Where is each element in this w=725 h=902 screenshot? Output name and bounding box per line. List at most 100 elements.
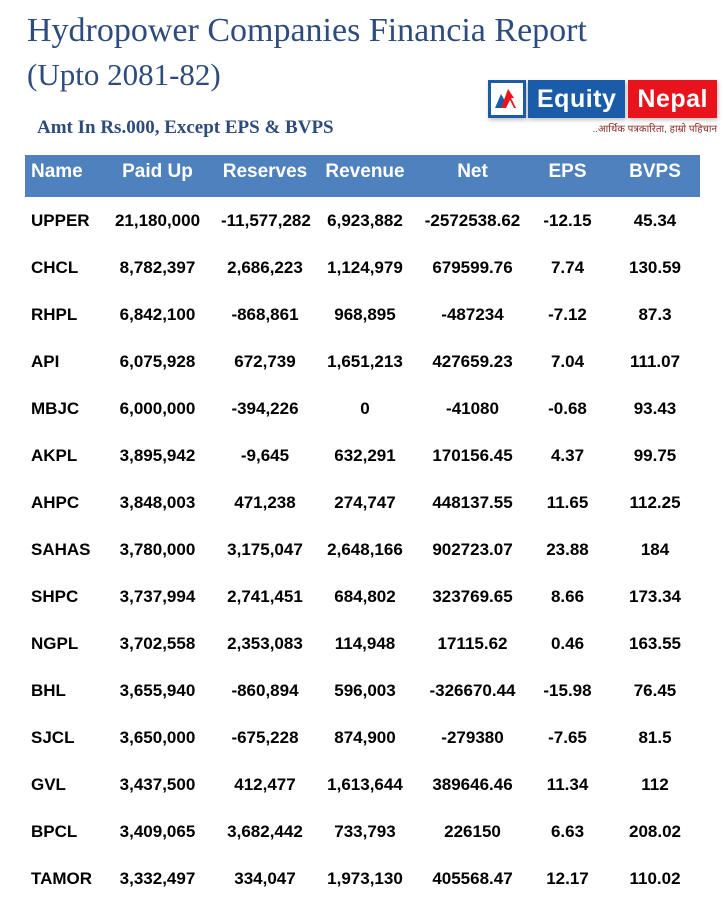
column-header-net: Net: [420, 155, 525, 197]
logo-wordmark: Equity Nepal: [488, 80, 717, 118]
table-cell: 274,747: [334, 492, 396, 512]
table-body: UPPER 21,180,000 -11,577,282 6,923,882 -2572…: [25, 197, 700, 902]
table-cell: -11,577,282: [221, 210, 311, 230]
column-header-paid-up: Paid Up: [95, 155, 220, 197]
table-cell: 672,739: [234, 351, 296, 371]
table-cell: -2572538.62: [424, 210, 521, 230]
column-header-revenue: Revenue: [310, 155, 420, 197]
table-cell: 11.65: [546, 492, 589, 512]
table-cell: 6,000,000: [119, 398, 196, 418]
table-cell: 427659.23: [432, 351, 513, 371]
table-cell: 596,003: [334, 680, 396, 700]
table-cell: 2,741,451: [227, 586, 303, 606]
table-row: API 6,075,928 672,739 1,651,213 427659.23 7.0…: [25, 338, 700, 385]
table-cell: 99.75: [633, 445, 677, 465]
table-row: RHPL 6,842,100 -868,861 968,895 -487234 -7.12…: [25, 291, 700, 338]
table-cell: 389646.46: [432, 774, 513, 794]
financial-table: Name Paid Up Reserves Revenue Net EPS BV…: [25, 155, 700, 902]
table-cell: 3,780,000: [119, 539, 196, 559]
equity-nepal-logo: Equity Nepal ..आर्थिक पत्रकारिता, हाम्रो…: [488, 80, 717, 135]
table-cell: 0: [360, 398, 370, 418]
table-cell: -394,226: [231, 398, 299, 418]
table-cell: -9,645: [240, 445, 290, 465]
table-cell: 334,047: [234, 868, 296, 888]
table-cell: 173.34: [629, 586, 681, 606]
table-cell: 4.37: [550, 445, 585, 465]
table-cell: -41080: [446, 398, 499, 418]
table-cell: 111.07: [629, 351, 681, 371]
logo-tagline: ..आर्थिक पत्रकारिता, हाम्रो पहिचान: [592, 124, 717, 135]
table-cell: 184: [640, 539, 670, 559]
table-cell: -279380: [441, 727, 504, 747]
table-cell: 163.55: [629, 633, 681, 653]
table-cell: 11.34: [546, 774, 589, 794]
column-header-name: Name: [25, 155, 95, 197]
page-subtitle: (Upto 2081-82): [27, 57, 221, 92]
table-cell: 1,651,213: [327, 351, 403, 371]
table-row: BPCL 3,409,065 3,682,442 733,793 226150 6.63 2…: [25, 808, 700, 855]
table-cell: 1,124,979: [327, 257, 403, 277]
table-cell: 1,613,644: [327, 774, 403, 794]
company-ticker: SJCL: [31, 727, 75, 747]
table-cell: 3,737,994: [119, 586, 196, 606]
report-page: Hydropower Companies Financia Report (Up…: [25, 12, 717, 888]
table-cell: 2,686,223: [227, 257, 303, 277]
company-ticker: BHL: [31, 680, 66, 700]
table-cell: 7.74: [550, 257, 585, 277]
table-cell: 8.66: [550, 586, 585, 606]
page-title: Hydropower Companies Financia Report: [27, 12, 587, 49]
table-cell: 112.25: [629, 492, 681, 512]
table-cell: -12.15: [543, 210, 592, 230]
table-cell: 130.59: [629, 257, 681, 277]
table-cell: 170156.45: [432, 445, 513, 465]
table-cell: 23.88: [546, 539, 589, 559]
table-row: SJCL 3,650,000 -675,228 874,900 -279380 -7.65…: [25, 714, 700, 761]
table-cell: 6,842,100: [119, 304, 196, 324]
table-row: AHPC 3,848,003 471,238 274,747 448137.55 11.6…: [25, 479, 700, 526]
company-ticker: AKPL: [31, 445, 78, 465]
table-cell: 6,923,882: [327, 210, 403, 230]
table-cell: 6.63: [550, 821, 585, 841]
table-cell: 3,682,442: [227, 821, 303, 841]
table-cell: 3,895,942: [119, 445, 196, 465]
table-cell: 679599.76: [432, 257, 513, 277]
table-cell: 1,973,130: [327, 868, 403, 888]
table-row: UPPER 21,180,000 -11,577,282 6,923,882 -2572…: [25, 197, 700, 244]
table-cell: 114,948: [334, 633, 396, 653]
table-cell: 3,848,003: [119, 492, 196, 512]
table-cell: -860,894: [231, 680, 299, 700]
table-cell: 3,409,065: [119, 821, 196, 841]
table-cell: 21,180,000: [114, 210, 201, 230]
table-cell: 412,477: [234, 774, 296, 794]
table-cell: 0.46: [550, 633, 585, 653]
table-cell: 87.3: [638, 304, 672, 324]
logo-text-equity: Equity: [528, 80, 626, 118]
table-cell: -326670.44: [429, 680, 516, 700]
table-cell: -675,228: [231, 727, 299, 747]
mountain-icon: [488, 80, 526, 118]
column-header-bvps: BVPS: [610, 155, 700, 197]
table-cell: 448137.55: [432, 492, 513, 512]
table-cell: 632,291: [334, 445, 396, 465]
table-cell: 902723.07: [432, 539, 513, 559]
table-header-row: Name Paid Up Reserves Revenue Net EPS BV…: [25, 155, 700, 197]
table-cell: -868,861: [231, 304, 299, 324]
table-cell: 968,895: [334, 304, 396, 324]
column-header-reserves: Reserves: [220, 155, 310, 197]
company-ticker: MBJC: [31, 398, 80, 418]
table-row: BHL 3,655,940 -860,894 596,003 -326670.44 -15…: [25, 667, 700, 714]
table-cell: 7.04: [550, 351, 585, 371]
table-row: SHPC 3,737,994 2,741,451 684,802 323769.65 8.…: [25, 573, 700, 620]
table-cell: 208.02: [629, 821, 681, 841]
table-row: TAMOR 3,332,497 334,047 1,973,130 405568.47 1…: [25, 855, 700, 902]
table-cell: 2,648,166: [327, 539, 403, 559]
table-cell: 3,655,940: [119, 680, 196, 700]
table-cell: 3,650,000: [119, 727, 196, 747]
table-cell: 93.43: [633, 398, 677, 418]
table-cell: -7.12: [548, 304, 587, 324]
table-row: AKPL 3,895,942 -9,645 632,291 170156.45 4.37 9…: [25, 432, 700, 479]
table-cell: 226150: [444, 821, 501, 841]
table-cell: 45.34: [633, 210, 677, 230]
table-cell: -15.98: [543, 680, 592, 700]
table-row: CHCL 8,782,397 2,686,223 1,124,979 679599.76…: [25, 244, 700, 291]
